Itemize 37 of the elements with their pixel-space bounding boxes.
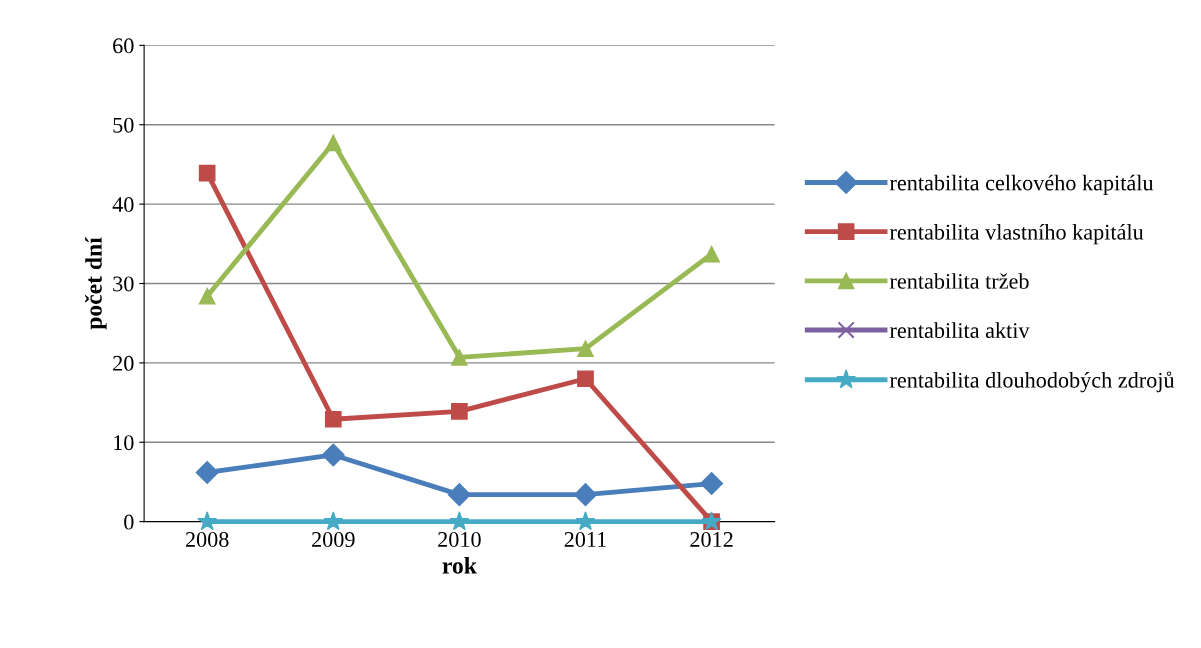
point: [577, 340, 594, 357]
legend-label: rentabilita dlouhodobých zdrojů: [889, 371, 1175, 393]
x-tick-label: 2008: [185, 532, 229, 547]
x-tick-label: 2010: [438, 532, 481, 547]
x-tick-label: 2011: [564, 532, 606, 547]
point: [700, 472, 724, 496]
point: [324, 134, 342, 152]
x-axis-title: rok: [442, 557, 477, 574]
point: [573, 483, 597, 507]
legend-label: rentabilita aktiv: [889, 322, 1030, 339]
y-tick-label: 20: [113, 355, 134, 371]
point: [195, 460, 219, 484]
x-tick-label: 2012: [690, 532, 733, 547]
legend-label: rentabilita celkového kapitálu: [889, 174, 1154, 195]
point: [447, 483, 471, 507]
point: [451, 402, 468, 420]
x-tick-label: 2009: [312, 532, 355, 547]
point: [198, 164, 216, 182]
y-tick-label: 40: [112, 197, 134, 213]
point: [575, 511, 596, 531]
point: [577, 370, 594, 388]
y-tick-label: 30: [113, 276, 134, 292]
y-tick-label: 0: [124, 514, 134, 530]
y-tick-label: 60: [113, 38, 134, 54]
y-axis-title: počet dní: [84, 236, 107, 330]
legend-label: rentabilita vlastního kapitálu: [889, 223, 1144, 245]
point: [198, 287, 216, 305]
legend-label: rentabilita tržeb: [889, 273, 1029, 289]
point: [321, 443, 345, 467]
point: [449, 511, 470, 531]
point: [451, 348, 468, 366]
point: [323, 511, 344, 531]
y-tick-label: 10: [114, 435, 134, 451]
point: [324, 410, 342, 428]
y-tick-label: 50: [113, 117, 134, 133]
point: [703, 245, 720, 263]
point: [197, 511, 218, 531]
